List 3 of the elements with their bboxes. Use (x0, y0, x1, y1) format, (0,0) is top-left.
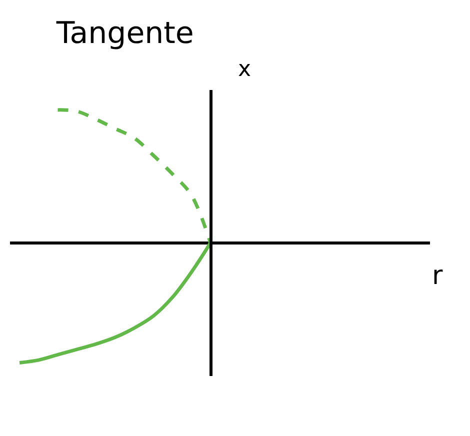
chart-title: Tangente (55, 16, 194, 51)
x-axis-title: r (432, 261, 443, 291)
y-axis-title: x (238, 57, 252, 82)
